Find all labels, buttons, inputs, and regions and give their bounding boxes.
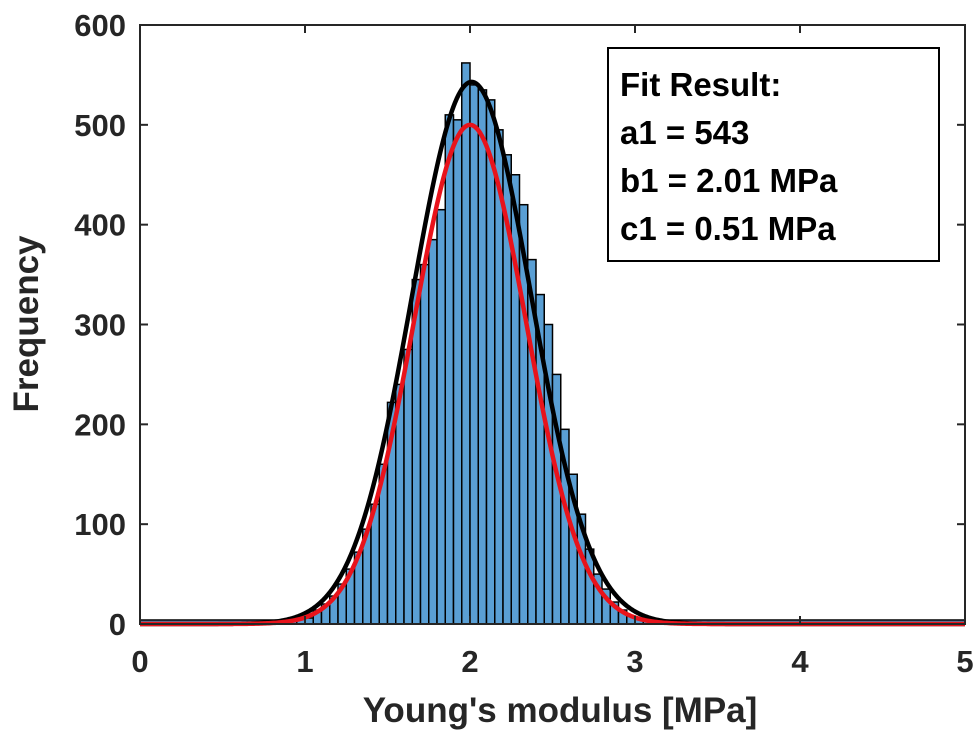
histogram-bar — [428, 238, 438, 625]
y-tick-label: 100 — [74, 507, 126, 542]
histogram-bar — [436, 208, 446, 625]
histogram-bar — [485, 99, 496, 625]
legend-line-c1: c1 = 0.51 MPa — [620, 210, 836, 247]
y-tick-label: 600 — [74, 8, 126, 43]
legend-line-b1: b1 = 2.01 MPa — [620, 162, 838, 199]
y-axis-label: Frequency — [7, 235, 46, 413]
x-axis-label: Young's modulus [MPa] — [363, 691, 758, 730]
histogram-bar — [469, 84, 479, 625]
axis-ticks — [139, 24, 966, 625]
histogram-bar — [444, 114, 455, 625]
x-tick-label: 0 — [131, 644, 148, 679]
histogram-bar — [477, 89, 488, 625]
y-tick-label: 200 — [74, 407, 126, 442]
y-tick-label: 400 — [74, 208, 126, 243]
fit-result-legend: Fit Result: a1 = 543 b1 = 2.01 MPa c1 = … — [607, 47, 940, 262]
legend-line-title: Fit Result: — [620, 66, 781, 103]
x-tick-label: 4 — [791, 644, 809, 679]
histogram-bar — [452, 119, 463, 625]
x-tick-label: 3 — [626, 644, 643, 679]
axis-tick-labels: 0 1 2 3 4 5 0 100 200 300 400 500 600 — [74, 8, 973, 679]
y-tick-label: 500 — [74, 108, 126, 143]
x-tick-label: 5 — [956, 644, 973, 679]
legend-line-a1: a1 = 543 — [620, 114, 749, 151]
y-tick-label: 300 — [74, 308, 126, 343]
x-tick-label: 2 — [461, 644, 478, 679]
x-tick-label: 1 — [296, 644, 313, 679]
histogram-bar — [419, 263, 430, 625]
legend-box — [607, 47, 940, 262]
histogram-bar — [461, 62, 471, 625]
y-tick-label: 0 — [109, 607, 126, 642]
histogram-bar — [403, 348, 413, 625]
